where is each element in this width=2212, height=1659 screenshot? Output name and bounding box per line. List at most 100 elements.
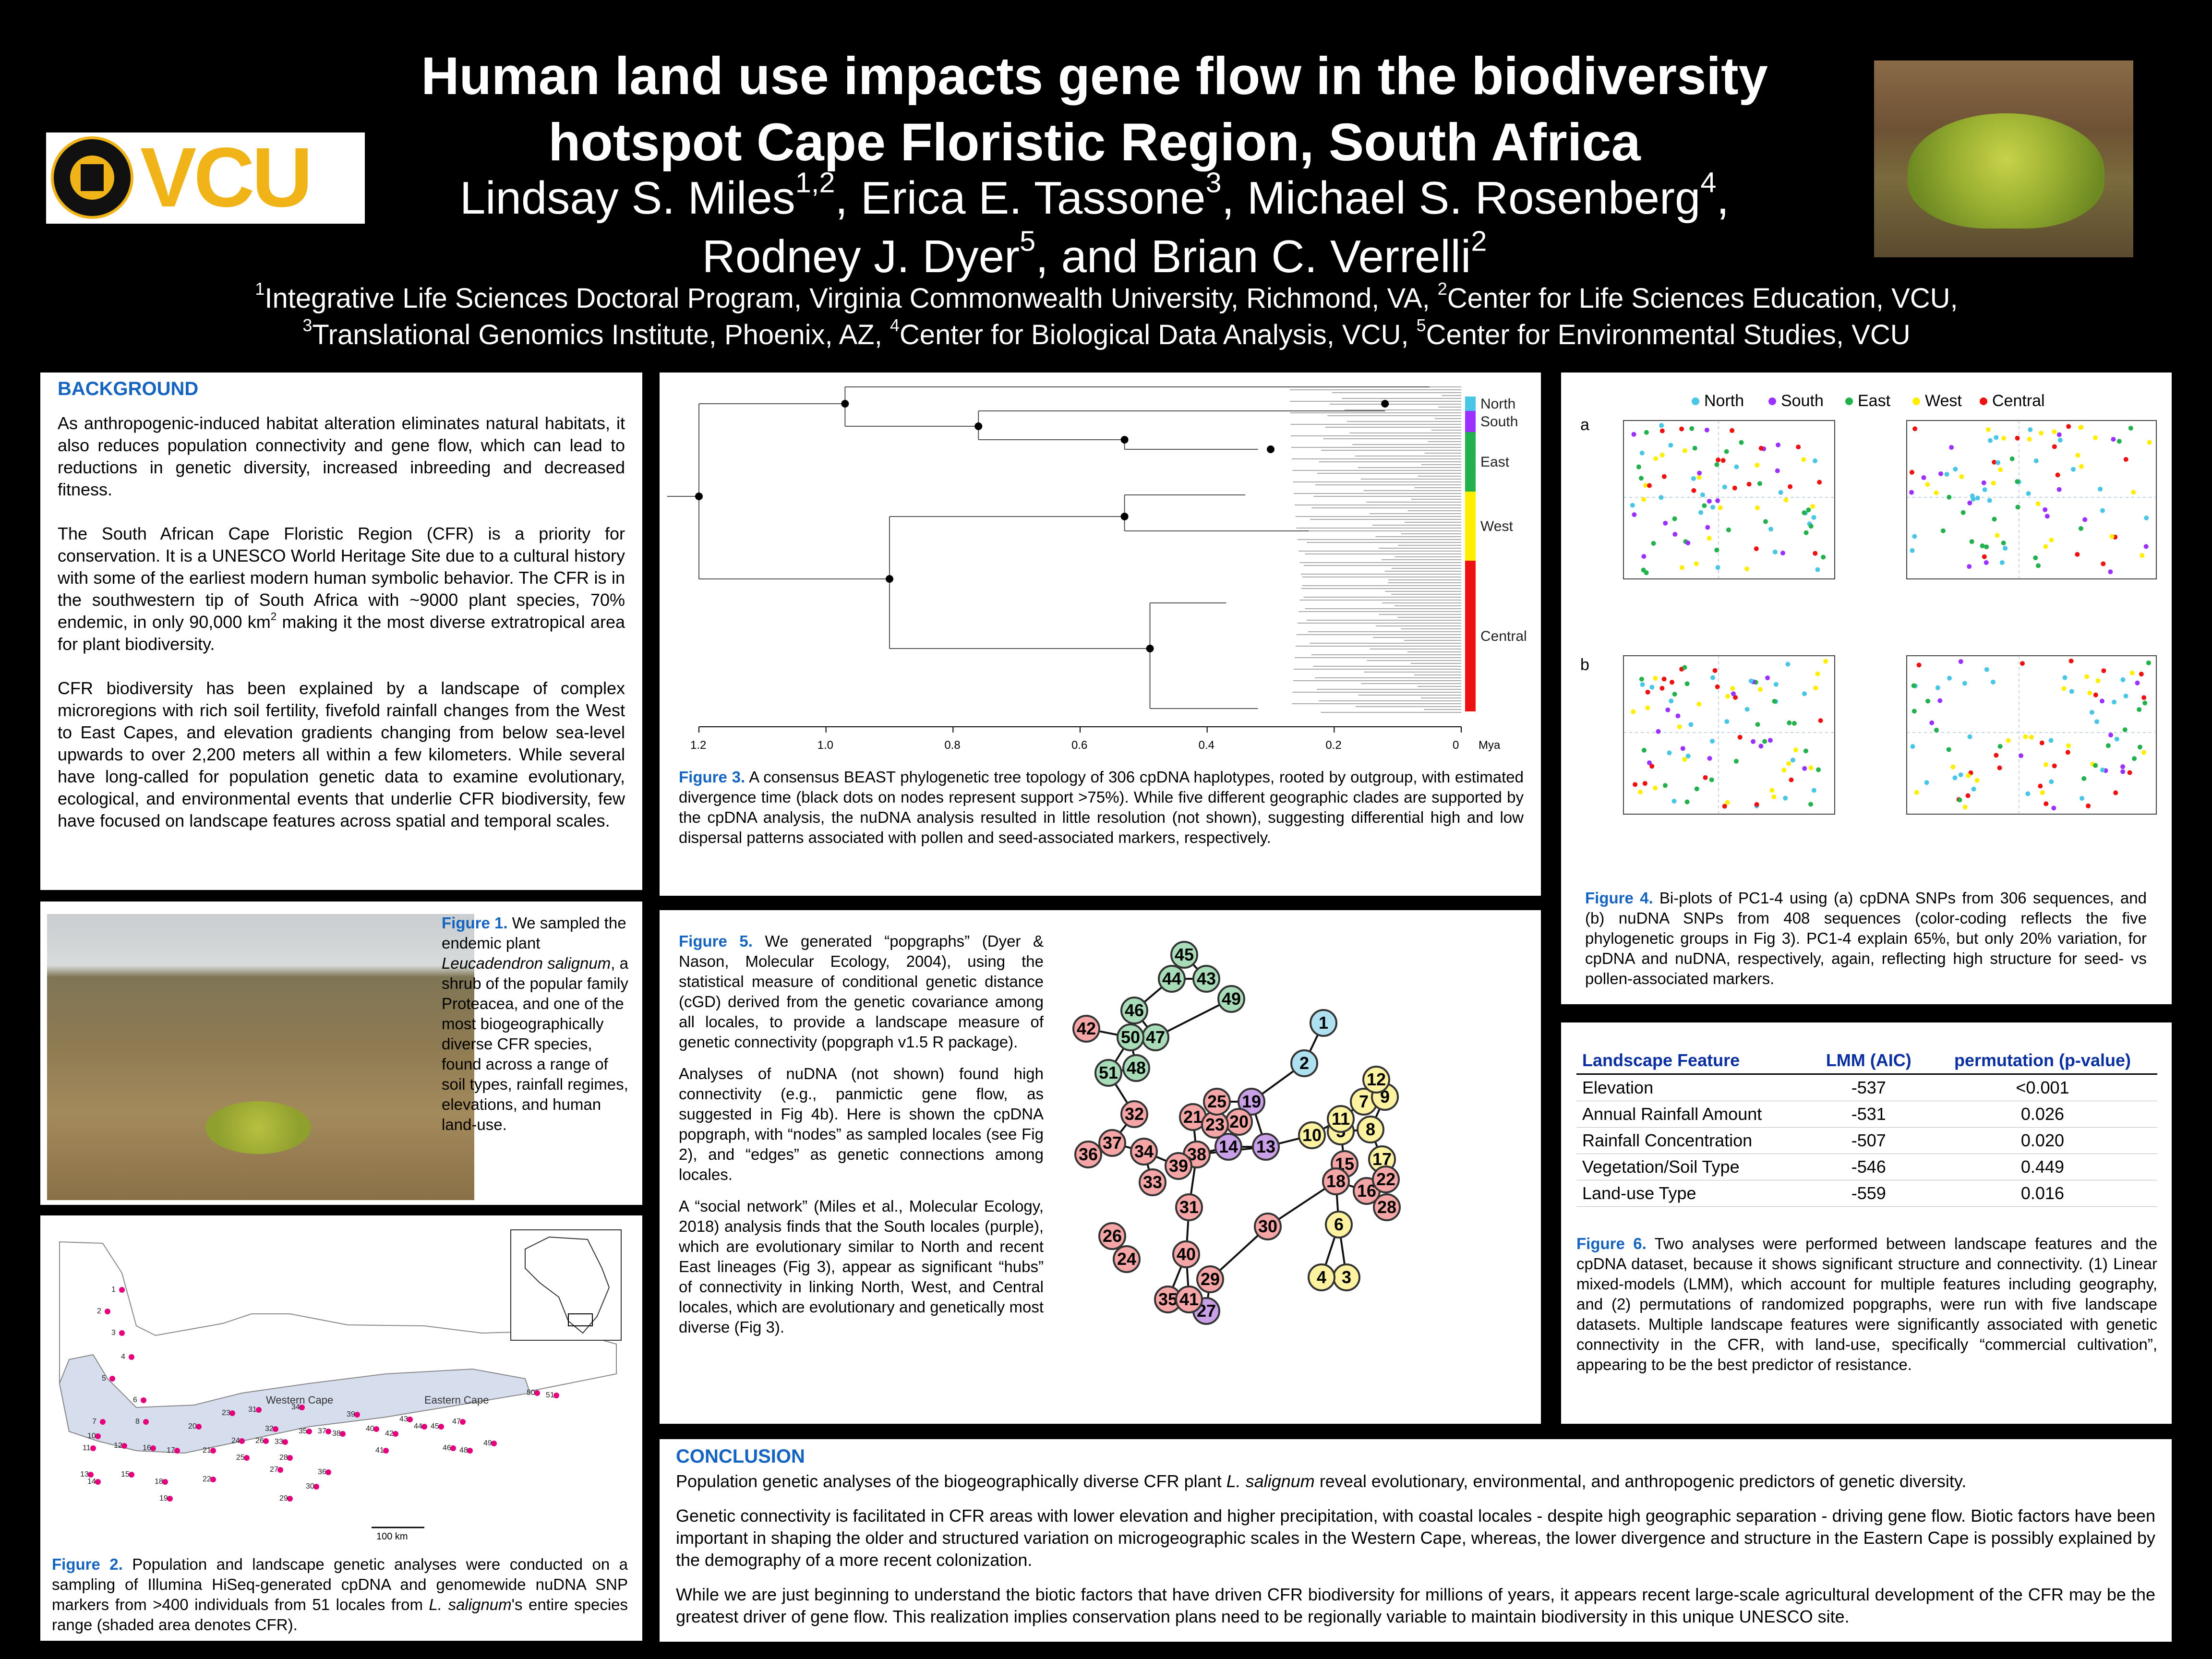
pca-point — [1644, 430, 1649, 435]
locale-dot — [121, 1443, 127, 1449]
pca-point — [2087, 690, 2092, 696]
locale-dot — [282, 1439, 288, 1445]
pca-point — [1808, 524, 1814, 529]
pca-point — [2071, 467, 2076, 472]
pca-point — [1998, 467, 2003, 472]
locale-label: 1 — [111, 1286, 116, 1294]
pca-point — [2139, 672, 2144, 677]
pca-point — [2123, 457, 2128, 462]
locale-label: 35 — [299, 1427, 307, 1435]
legend-swatch — [1845, 397, 1853, 405]
pca-point — [1696, 475, 1702, 480]
pca-point — [1997, 765, 2002, 770]
locale-label: 31 — [248, 1406, 257, 1414]
pca-point — [1675, 713, 1681, 719]
pca-point — [2066, 743, 2071, 748]
pca-point — [1688, 722, 1694, 727]
pca-point — [1949, 445, 1954, 450]
pca-point — [1773, 682, 1779, 687]
pca-point — [1982, 554, 1987, 559]
pca-point — [1802, 510, 1807, 516]
fig4-panel: North South East West Central a b Figure 4. … — [1561, 373, 2172, 1004]
pca-point — [2092, 435, 2098, 440]
locale-dot — [129, 1354, 134, 1360]
pca-point — [2061, 686, 2067, 691]
pca-point — [2006, 738, 2011, 743]
pca-point — [1790, 757, 1795, 763]
pca-point — [1702, 503, 1707, 508]
pca-point — [2055, 472, 2060, 478]
pca-point — [1696, 701, 1702, 707]
locale-label: 32 — [265, 1425, 274, 1433]
pca-point — [1709, 777, 1714, 782]
pca-point — [1725, 800, 1730, 805]
pca-point — [1778, 490, 1783, 495]
pca-point — [1631, 432, 1636, 437]
pca-point — [1910, 548, 1915, 553]
locale-label: 34 — [291, 1403, 300, 1411]
pca-biplots: North South East West Central a b — [1580, 392, 2157, 815]
locale-label: 19 — [159, 1494, 168, 1503]
pca-point — [2093, 763, 2098, 768]
pca-point — [1672, 516, 1677, 521]
pca-point — [1813, 458, 1818, 463]
locale-label: 13 — [80, 1470, 89, 1479]
table-row: Annual Rainfall Amount -531 0.026 — [1576, 1101, 2157, 1128]
locale-dot — [263, 1438, 269, 1444]
locale-dot — [421, 1424, 427, 1430]
locale-label: 50 — [527, 1389, 535, 1397]
pca-point — [2093, 692, 2098, 697]
pca-point — [1962, 805, 1968, 810]
fig6-caption: Figure 6. Two analyses were performed be… — [1576, 1235, 2158, 1373]
axis-tick-label: 0.8 — [944, 739, 960, 752]
locale-dot — [325, 1429, 331, 1434]
pca-point — [1767, 738, 1773, 743]
pca-point — [1967, 564, 1972, 569]
pca-point — [1755, 463, 1760, 468]
pca-point — [1754, 802, 1759, 807]
cfr-sampling-map: Western Cape Eastern Cape 100 km 1234567… — [59, 1229, 622, 1542]
pca-point — [2100, 768, 2105, 773]
pca-point — [2082, 517, 2088, 522]
pca-point — [2098, 486, 2103, 492]
pca-point — [1656, 729, 1661, 734]
popgraph-node: 1 — [1310, 1009, 1337, 1037]
popgraph-node: 3 — [1333, 1263, 1360, 1291]
pca-point — [1781, 768, 1787, 773]
pca-point — [2035, 501, 2041, 506]
pca-point — [1697, 470, 1702, 476]
locale-dot — [306, 1429, 312, 1434]
locale-dot — [277, 1467, 283, 1473]
pca-point — [1730, 428, 1735, 433]
locale-label: 44 — [414, 1422, 422, 1431]
fig3-caption: Figure 3. A consensus BEAST phylogenetic… — [679, 768, 1524, 846]
pca-point — [1639, 676, 1644, 682]
locale-dot — [467, 1448, 473, 1454]
locale-label: 29 — [279, 1494, 288, 1503]
background-p3: CFR biodiversity has been explained by a… — [58, 678, 625, 830]
pca-point — [2001, 435, 2007, 441]
locale-label: 18 — [155, 1478, 163, 1486]
pca-point — [2100, 508, 2105, 513]
pca-point — [1744, 707, 1750, 712]
pca-point — [2056, 432, 2062, 437]
pca-point — [1947, 675, 1952, 681]
popgraph-node: 30 — [1254, 1213, 1282, 1240]
pca-point — [1758, 445, 1764, 451]
locale-dot — [174, 1448, 180, 1454]
biplot-frame — [1623, 420, 1835, 579]
pca-point — [1726, 527, 1731, 532]
legend-label: Central — [1992, 392, 2045, 410]
pca-point — [1671, 798, 1677, 804]
support-dot — [886, 575, 893, 583]
locale-dot — [210, 1477, 216, 1482]
popgraph-node: 37 — [1098, 1129, 1126, 1157]
support-dot — [695, 493, 703, 500]
clade-bar — [1465, 492, 1476, 561]
popgraph-node: 40 — [1172, 1240, 1200, 1268]
pca-point — [2033, 458, 2039, 463]
pca-point — [1639, 450, 1645, 456]
pca-point — [1684, 681, 1690, 686]
table-row: Elevation -537 <0.001 — [1576, 1074, 2157, 1101]
pca-point — [2015, 435, 2020, 441]
